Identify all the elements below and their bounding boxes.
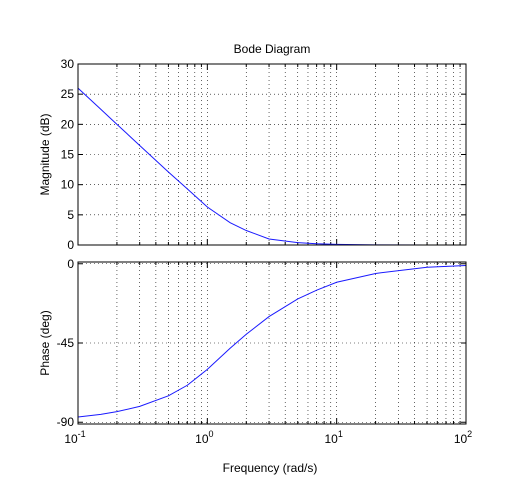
- y-tick-label: 5: [67, 208, 74, 222]
- y-axis-label: Magnitude (dB): [38, 113, 52, 195]
- plot-frame: [78, 262, 466, 424]
- y-tick-label: 15: [61, 148, 75, 162]
- y-tick-label: 25: [61, 87, 75, 101]
- plot-frame: [78, 64, 466, 245]
- y-axis-label: Phase (deg): [38, 310, 52, 375]
- plot-panels: 0 5 10 15 20 25 30 Magnitude (dB) -90 -45 0 Phase (…: [38, 57, 472, 446]
- y-tick-label: -90: [57, 415, 75, 429]
- y-tick-label: 20: [61, 117, 75, 131]
- panel-magnitude: 0 5 10 15 20 25 30 Magnitude (dB): [38, 57, 466, 252]
- x-tick-label: 100: [195, 429, 213, 446]
- y-tick-label: 0: [67, 257, 74, 271]
- x-tick-label: 10-1: [64, 429, 85, 446]
- x-tick-label: 101: [324, 429, 342, 446]
- y-tick-label: -45: [57, 336, 75, 350]
- y-tick-label: 0: [67, 238, 74, 252]
- panel-phase: -90 -45 0 Phase (deg): [38, 257, 466, 429]
- x-axis-label: Frequency (rad/s): [223, 461, 318, 475]
- chart-title: Bode Diagram: [234, 42, 311, 56]
- y-tick-label: 30: [61, 57, 75, 71]
- x-tick-label: 102: [454, 429, 472, 446]
- y-tick-label: 10: [61, 178, 75, 192]
